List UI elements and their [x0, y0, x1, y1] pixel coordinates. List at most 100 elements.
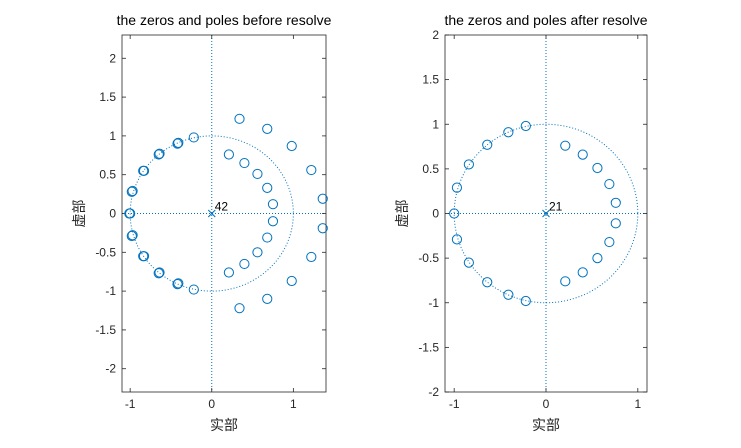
zero-marker [126, 230, 137, 242]
y-tick-label: -1 [428, 296, 439, 310]
zero-marker [503, 127, 514, 138]
x-tick-label: -1 [449, 397, 460, 411]
zero-marker [610, 197, 621, 208]
pole-marker [542, 209, 550, 218]
zero-marker [234, 303, 245, 314]
chart-title-after: the zeros and poles after resolve [444, 12, 647, 28]
y-tick-label: 0 [432, 207, 439, 221]
pole-stroke [207, 209, 216, 218]
zero-marker [172, 138, 183, 149]
zero-marker [153, 149, 164, 160]
zero-marker [286, 140, 297, 152]
x-tick-label: 0 [543, 397, 550, 411]
zero-marker [262, 123, 273, 135]
pole-order-label: 21 [549, 200, 563, 214]
zero-marker [577, 267, 588, 278]
zero-marker [262, 293, 273, 304]
zero-marker [172, 279, 183, 290]
zero-marker [267, 216, 279, 227]
y-tick-label: 2 [109, 51, 116, 65]
zero-marker [286, 275, 297, 287]
zero-marker [520, 295, 531, 307]
zero-marker [223, 149, 234, 160]
y-tick-label: 2 [432, 28, 439, 42]
zero-marker [262, 232, 273, 243]
zero-marker [126, 186, 137, 197]
zero-marker [127, 230, 138, 241]
unit-circle [453, 123, 639, 304]
y-tick-label: 0.5 [422, 162, 439, 176]
y-tick-label: 1 [109, 129, 116, 143]
x-tick-label: -1 [125, 397, 136, 411]
y-tick-label: -1.5 [95, 323, 116, 337]
y-tick-label: 1 [432, 117, 439, 131]
y-tick-label: -0.5 [95, 245, 116, 259]
zero-marker [125, 208, 136, 219]
zero-marker [604, 178, 615, 190]
zero-marker [267, 199, 279, 210]
zero-marker [154, 148, 165, 159]
zero-marker [520, 120, 531, 132]
zero-marker [153, 268, 164, 279]
zero-marker [239, 157, 250, 169]
zero-marker [138, 165, 149, 176]
zero-marker [451, 182, 463, 193]
zero-marker [604, 236, 615, 248]
y-axis-label-after: 虚部 [395, 200, 411, 228]
zero-marker [503, 289, 514, 300]
y-tick-label: -2 [428, 385, 439, 399]
axes-after-resolve: -1 0 1 -2 -1.5 -1 -0.5 0 0.5 1 1.5 2 21 the zeros and… [395, 12, 648, 434]
zero-marker [306, 164, 317, 176]
zero-marker [560, 140, 571, 151]
zero-marker [560, 276, 571, 287]
y-tick-label: -1 [105, 284, 116, 298]
pole-stroke [542, 209, 550, 218]
zero-marker [463, 257, 474, 268]
y-tick-label: -2 [105, 362, 116, 376]
x-tick-label: 1 [634, 397, 641, 411]
zero-marker [188, 132, 199, 143]
zero-marker [592, 162, 603, 174]
y-tick-label: -0.5 [418, 251, 439, 265]
pole-order-label: 42 [215, 200, 229, 214]
zero-marker [610, 218, 621, 229]
unit-circle [129, 135, 294, 292]
zero-marker [449, 208, 460, 219]
y-tick-label: 1.5 [422, 73, 439, 87]
zero-marker [262, 182, 273, 193]
zero-marker [592, 253, 603, 264]
zero-marker [252, 168, 263, 180]
y-axis-label-before: 虚部 [72, 200, 88, 228]
zero-marker [138, 251, 149, 262]
y-tick-label: 1.5 [99, 90, 116, 104]
x-tick-label: 0 [208, 397, 215, 411]
x-tick-label: 1 [290, 397, 297, 411]
y-tick-label: -1.5 [418, 340, 439, 354]
x-axis-label-after: 实部 [532, 418, 560, 434]
zero-marker [223, 267, 234, 278]
zero-marker [482, 139, 493, 150]
pole-marker [207, 209, 216, 218]
x-axis-label-before: 实部 [210, 418, 238, 434]
zero-marker [317, 193, 328, 204]
axes-before-resolve: -1 0 1 -2 -1.5 -1 -0.5 0 0.5 1 1.5 2 42 the zeros and… [72, 12, 332, 434]
zero-marker [306, 251, 317, 263]
zero-marker [154, 267, 165, 278]
zero-marker [173, 278, 184, 289]
zero-marker [173, 137, 184, 148]
zero-marker [482, 277, 493, 288]
zero-marker [252, 247, 263, 258]
zero-marker [451, 234, 463, 245]
zero-marker [188, 284, 199, 295]
y-tick-label: 0.5 [99, 168, 116, 182]
chart-title-before: the zeros and poles before resolve [117, 12, 332, 28]
zero-marker [577, 149, 588, 160]
zero-marker [239, 258, 250, 270]
zero-marker [127, 185, 138, 197]
y-tick-label: 0 [109, 207, 116, 221]
zero-marker [317, 223, 328, 234]
zero-marker [463, 159, 474, 170]
